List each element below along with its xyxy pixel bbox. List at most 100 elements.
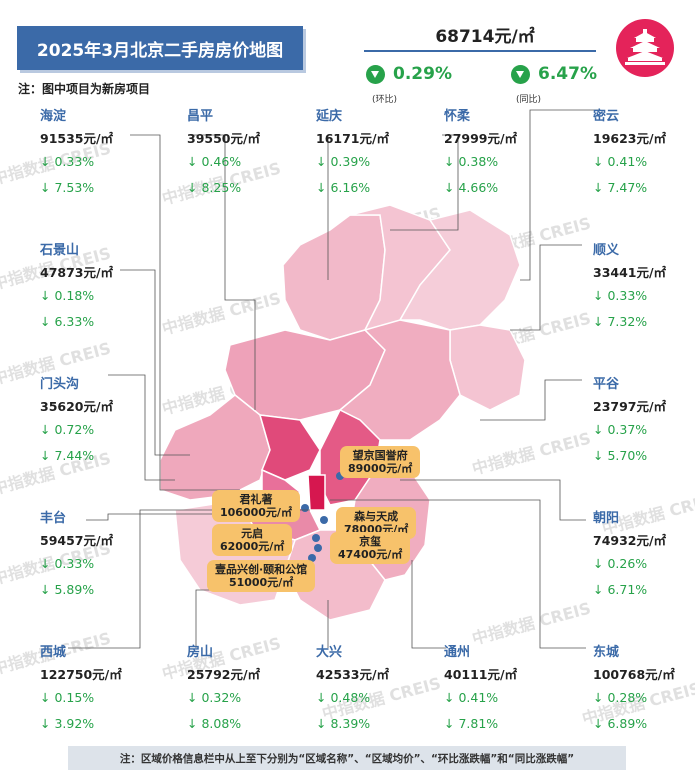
project-name: 森与天成: [354, 510, 399, 523]
map-region-xicheng: [307, 474, 326, 511]
district-mom: ↓ 0.41%: [593, 153, 648, 169]
divider: [364, 50, 596, 52]
district-price: 100768元/㎡: [593, 667, 675, 682]
district-mom: ↓ 0.33%: [40, 153, 95, 169]
yoy-change: 6.47%: [511, 64, 597, 84]
district-price: 40111元/㎡: [444, 667, 518, 682]
project-name: 君礼著: [239, 493, 273, 506]
mom-change-value: 0.29%: [393, 64, 452, 84]
district-mom: ↓ 0.41%: [444, 689, 499, 705]
district-yoy: ↓ 6.71%: [593, 582, 648, 597]
district-yanqing: 延庆 16171元/㎡ ↓ 0.39% ↓ 6.16%: [316, 110, 389, 195]
district-price: 16171元/㎡: [316, 131, 390, 146]
project-marker: [314, 544, 322, 552]
district-price: 74932元/㎡: [593, 533, 667, 548]
project-price: 106000元/㎡: [220, 506, 292, 519]
district-mom: ↓ 0.18%: [40, 287, 95, 303]
district-shijingshan: 石景山 47873元/㎡ ↓ 0.18% ↓ 6.33%: [40, 244, 113, 329]
district-name: 房山: [187, 645, 214, 660]
district-haidian: 海淀 91535元/㎡ ↓ 0.33% ↓ 7.53%: [40, 110, 113, 195]
district-yoy: ↓ 7.32%: [593, 314, 648, 329]
yoy-change-value: 6.47%: [538, 64, 597, 84]
district-dongcheng: 东城 100768元/㎡ ↓ 0.28% ↓ 6.89%: [593, 646, 675, 731]
project-price: 47400元/㎡: [338, 548, 403, 561]
district-yoy: ↓ 7.44%: [40, 448, 95, 463]
district-price: 19623元/㎡: [593, 131, 667, 146]
district-price: 42533元/㎡: [316, 667, 390, 682]
footer-note: 注：区域价格信息栏中从上至下分别为“区域名称”、“区域均价”、“环比涨跌幅”和“…: [68, 746, 626, 770]
district-mom: ↓ 0.37%: [593, 421, 648, 437]
district-price: 91535元/㎡: [40, 131, 114, 146]
yoy-label: (同比): [516, 95, 542, 105]
project-price: 62000元/㎡: [220, 540, 285, 553]
project-note: 注：图中项目为新房项目: [18, 82, 151, 96]
district-yoy: ↓ 8.39%: [316, 716, 371, 731]
district-name: 延庆: [316, 109, 343, 124]
district-changping: 昌平 39550元/㎡ ↓ 0.46% ↓ 8.25%: [187, 110, 260, 195]
district-yoy: ↓ 4.66%: [444, 180, 499, 195]
district-name: 昌平: [187, 109, 214, 124]
district-mom: ↓ 0.48%: [316, 689, 371, 705]
district-price: 122750元/㎡: [40, 667, 122, 682]
project-name: 元启: [241, 527, 264, 540]
district-yoy: ↓ 5.89%: [40, 582, 95, 597]
project-label-junlizhu: 君礼著 106000元/㎡: [212, 490, 300, 522]
map-region-haidian: [258, 414, 321, 481]
district-mom: ↓ 0.26%: [593, 555, 648, 571]
district-yoy: ↓ 6.33%: [40, 314, 95, 329]
district-yoy: ↓ 7.53%: [40, 180, 95, 195]
project-price: 89000元/㎡: [348, 462, 413, 475]
page-title: 2025年3月北京二手房房价地图: [17, 26, 303, 70]
district-huairou: 怀柔 27999元/㎡ ↓ 0.38% ↓ 4.66%: [444, 110, 517, 195]
project-name: 壹品兴创·颐和公馆: [215, 563, 308, 576]
district-name: 朝阳: [593, 511, 620, 526]
district-mom: ↓ 0.72%: [40, 421, 95, 437]
project-marker: [320, 516, 328, 524]
district-yoy: ↓ 3.92%: [40, 716, 95, 731]
project-name: 望京国誉府: [352, 449, 408, 462]
district-name: 石景山: [40, 243, 80, 258]
district-yoy: ↓ 7.47%: [593, 180, 648, 195]
district-yoy: ↓ 6.89%: [593, 716, 648, 731]
district-price: 59457元/㎡: [40, 533, 114, 548]
district-mom: ↓ 0.33%: [593, 287, 648, 303]
down-arrow-icon: [511, 64, 530, 84]
district-name: 海淀: [40, 109, 67, 124]
map-region-shunyi: [338, 319, 461, 441]
district-fangshan: 房山 25792元/㎡ ↓ 0.32% ↓ 8.08%: [187, 646, 260, 731]
district-pinggu: 平谷 23797元/㎡ ↓ 0.37% ↓ 5.70%: [593, 378, 666, 463]
district-yoy: ↓ 6.16%: [316, 180, 371, 195]
district-fengtai: 丰台 59457元/㎡ ↓ 0.33% ↓ 5.89%: [40, 512, 113, 597]
district-name: 东城: [593, 645, 620, 660]
district-price: 47873元/㎡: [40, 265, 114, 280]
mom-change: 0.29%: [366, 64, 452, 84]
district-price: 25792元/㎡: [187, 667, 261, 682]
district-xicheng: 西城 122750元/㎡ ↓ 0.15% ↓ 3.92%: [40, 646, 122, 731]
district-name: 门头沟: [40, 377, 80, 392]
project-label-wangjing: 望京国誉府 89000元/㎡: [340, 446, 421, 478]
map-region-mentougou: [159, 394, 271, 501]
district-daxing: 大兴 42533元/㎡ ↓ 0.48% ↓ 8.39%: [316, 646, 389, 731]
project-label-jingxi: 京玺 47400元/㎡: [330, 532, 411, 564]
district-name: 顺义: [593, 243, 620, 258]
map-region-pinggu: [449, 324, 526, 411]
district-mentougou: 门头沟 35620元/㎡ ↓ 0.72% ↓ 7.44%: [40, 378, 113, 463]
district-yoy: ↓ 7.81%: [444, 716, 499, 731]
district-price: 23797元/㎡: [593, 399, 667, 414]
mom-label: (环比): [372, 95, 398, 105]
district-mom: ↓ 0.32%: [187, 689, 242, 705]
district-name: 密云: [593, 109, 620, 124]
district-mom: ↓ 0.46%: [187, 153, 242, 169]
project-marker: [301, 504, 309, 512]
district-price: 35620元/㎡: [40, 399, 114, 414]
district-name: 大兴: [316, 645, 343, 660]
district-miyun: 密云 19623元/㎡ ↓ 0.41% ↓ 7.47%: [593, 110, 666, 195]
district-name: 平谷: [593, 377, 620, 392]
district-mom: ↓ 0.28%: [593, 689, 648, 705]
district-shunyi: 顺义 33441元/㎡ ↓ 0.33% ↓ 7.32%: [593, 244, 666, 329]
district-price: 27999元/㎡: [444, 131, 518, 146]
district-name: 西城: [40, 645, 67, 660]
district-name: 怀柔: [444, 109, 471, 124]
district-mom: ↓ 0.15%: [40, 689, 95, 705]
